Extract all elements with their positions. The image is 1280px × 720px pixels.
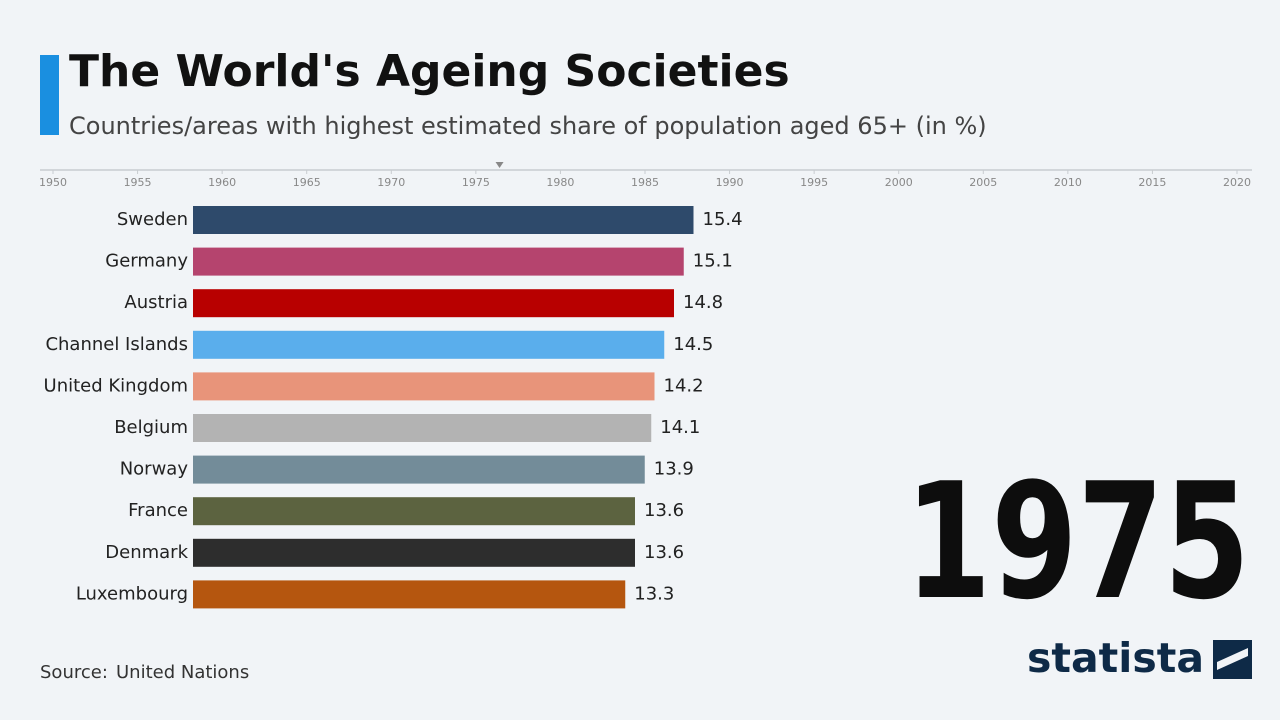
value-label: 14.2 — [664, 375, 704, 396]
bar — [193, 372, 655, 401]
category-label: Sweden — [117, 209, 188, 230]
category-label: Denmark — [105, 542, 188, 563]
category-label: United Kingdom — [44, 375, 188, 396]
category-label: Austria — [124, 292, 188, 313]
category-label: Germany — [105, 251, 188, 272]
value-label: 14.5 — [673, 334, 713, 355]
bar — [193, 538, 635, 567]
timeline-tick-label: 1975 — [462, 176, 490, 189]
timeline-tick-label: 1955 — [124, 176, 152, 189]
timeline-tick-label: 2015 — [1138, 176, 1166, 189]
category-label: Channel Islands — [45, 334, 188, 355]
logo-text: statista — [1027, 634, 1204, 682]
value-label: 15.1 — [693, 251, 733, 272]
timeline-tick-label: 2000 — [885, 176, 913, 189]
timeline-tick-label: 1985 — [631, 176, 659, 189]
category-label: Belgium — [114, 417, 188, 438]
year-label: 1975 — [905, 448, 1250, 635]
logo-stripe — [1217, 648, 1248, 670]
value-label: 13.3 — [634, 583, 674, 604]
bar — [193, 330, 665, 359]
chart-title: The World's Ageing Societies — [69, 46, 790, 97]
timeline-tick-label: 2020 — [1223, 176, 1251, 189]
source: United Nations — [116, 662, 249, 683]
timeline-tick-label: 1980 — [546, 176, 574, 189]
bar — [193, 455, 645, 484]
timeline-tick-label: 1965 — [293, 176, 321, 189]
timeline-marker — [495, 162, 504, 168]
value-label: 13.6 — [644, 542, 684, 563]
value-label: 15.4 — [703, 209, 743, 230]
category-label: France — [128, 500, 188, 521]
timeline-tick-label: 1960 — [208, 176, 236, 189]
bar — [193, 247, 684, 276]
category-label: Luxembourg — [76, 583, 188, 604]
title-accent — [40, 55, 59, 135]
bar — [193, 206, 694, 234]
chart-subtitle: Countries/areas with highest estimated s… — [69, 112, 987, 140]
value-label: 14.1 — [660, 417, 700, 438]
value-label: 14.8 — [683, 292, 723, 313]
source-label: Source: — [40, 662, 108, 683]
bar — [193, 289, 674, 318]
timeline-tick-label: 1995 — [800, 176, 828, 189]
bar — [193, 580, 626, 609]
category-label: Norway — [120, 459, 189, 480]
timeline-tick-label: 2005 — [969, 176, 997, 189]
timeline-tick-label: 1990 — [716, 176, 744, 189]
value-label: 13.6 — [644, 500, 684, 521]
logo-icon — [1213, 640, 1252, 679]
bar — [193, 414, 652, 442]
timeline-tick-label: 2010 — [1054, 176, 1082, 189]
timeline-tick-label: 1970 — [377, 176, 405, 189]
timeline-tick-label: 1950 — [39, 176, 67, 189]
bar — [193, 497, 635, 526]
value-label: 13.9 — [654, 459, 694, 480]
